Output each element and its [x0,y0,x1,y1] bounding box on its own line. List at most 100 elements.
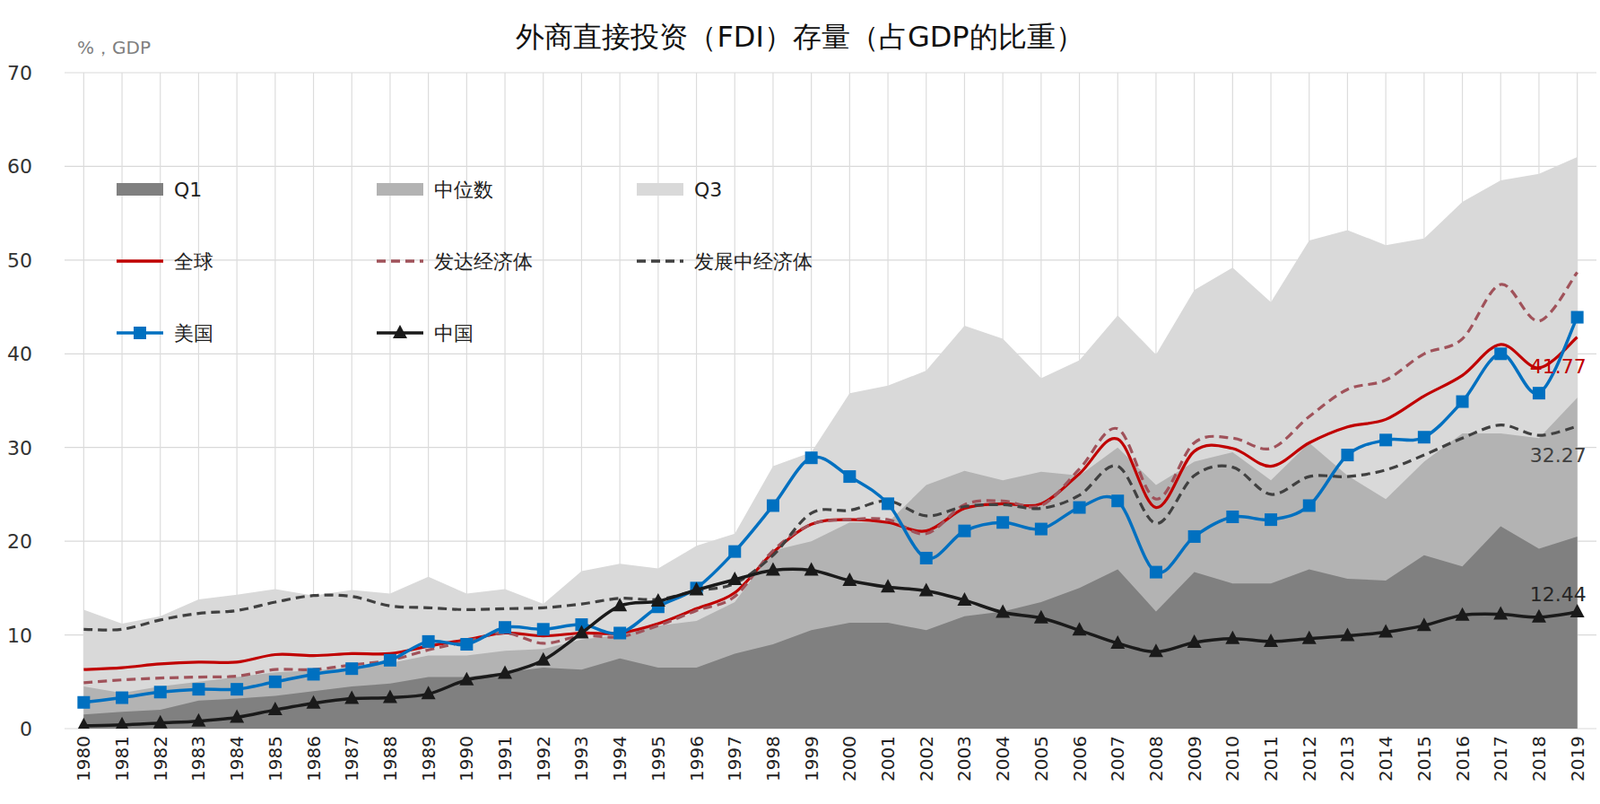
marker [1226,510,1239,523]
marker [995,604,1010,618]
x-tick-label: 1994 [608,735,631,782]
marker [344,690,359,705]
legend-swatch [376,259,424,263]
x-tick-label: 2010 [1221,735,1244,782]
marker [1188,530,1201,543]
marker [115,691,129,705]
marker [459,671,474,686]
marker [421,685,436,699]
x-tick-label: 1987 [340,735,363,782]
area [83,156,1577,729]
legend-item: Q3 [636,178,722,201]
legend-item: 全球 [116,250,214,273]
line [83,337,1577,670]
marker [1263,633,1279,647]
marker [1456,395,1470,409]
area [83,525,1577,729]
marker [1111,494,1124,507]
annotations: 41.7732.2712.44 [1530,355,1587,606]
marker [880,578,896,592]
y-tick-label: 60 [7,155,33,178]
legend-label: Q3 [694,178,722,201]
x-tick-label: 2013 [1336,735,1358,782]
marker [1187,634,1202,648]
y-tick-label: 0 [19,717,33,740]
x-tick-label: 2001 [877,735,899,782]
marker [1034,609,1049,624]
legend-marker [133,326,147,340]
marker [1570,603,1585,618]
legend-label: 发达经济体 [434,250,533,273]
marker [1148,643,1164,657]
x-tick-label: 2018 [1528,735,1550,782]
grid [64,72,1597,729]
marker [1264,513,1278,526]
x-tick-label: 2000 [838,735,861,782]
legend-item: 中位数 [376,178,494,201]
legend-item: 发达经济体 [376,250,533,273]
marker [76,717,91,729]
x-tick-label: 2008 [1145,735,1167,782]
x-tick-label: 1998 [762,735,784,782]
x-tick-label: 1990 [455,735,478,782]
marker [229,708,244,722]
x-tick-label: 1988 [379,735,401,782]
x-tick-label: 2007 [1106,735,1129,782]
marker [269,675,282,688]
x-tick-label: 1993 [570,735,592,782]
marker [191,713,206,727]
x-tick-label: 2009 [1183,735,1206,782]
marker [651,592,666,607]
legend-label: Q1 [173,178,202,201]
annotation: 12.44 [1530,582,1587,606]
marker [805,451,818,464]
line [83,425,1577,630]
x-tick-label: 1983 [187,735,209,782]
legend-swatch [636,259,684,263]
marker [1034,522,1048,536]
x-tick-label: 1984 [226,735,248,782]
marker [497,664,513,679]
annotation: 41.77 [1530,355,1587,378]
marker [191,682,205,696]
legend-swatch [116,182,164,196]
chart: 0102030405060701980198119821983198419851… [0,0,1600,804]
marker [154,685,167,698]
marker [1417,430,1431,444]
x-tick-label: 2003 [953,735,975,782]
marker [1303,498,1316,512]
marker [842,572,857,586]
marker [612,597,627,611]
marker [230,682,244,696]
x-tick-label: 2005 [1030,735,1053,782]
x-tick-label: 2004 [991,735,1014,782]
legend-label: 中国 [434,321,474,345]
marker [383,653,397,667]
marker [766,498,780,512]
y-tick-label: 50 [7,249,33,272]
marks [76,156,1584,729]
marker [1417,617,1432,631]
x-tick-label: 1992 [532,735,555,782]
marker [613,626,627,639]
marker [77,695,90,709]
marker [573,624,589,638]
marker [1073,501,1087,514]
marker [114,716,130,729]
x-tick-label: 1981 [111,735,133,782]
legend-label: 全球 [173,250,214,273]
line [83,317,1577,703]
marker [1455,607,1470,621]
x-tick-label: 2015 [1413,735,1435,782]
marker [537,622,550,635]
marker [843,469,856,483]
marker [536,652,551,666]
x-tick-label: 2017 [1489,735,1512,782]
marker [881,496,895,510]
marker [1532,386,1546,400]
marker [957,524,971,538]
x-tick-label: 1982 [149,735,172,782]
area [83,397,1577,729]
marker [1072,621,1087,635]
marker [996,515,1009,529]
